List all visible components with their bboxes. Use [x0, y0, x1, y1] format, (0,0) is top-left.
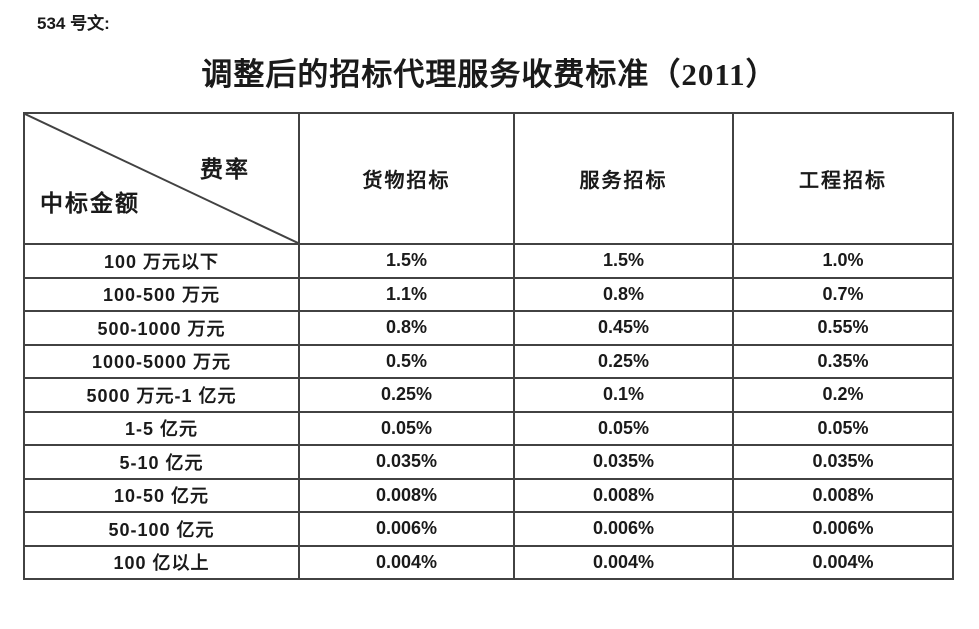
corner-header-cell: 费率 中标金额	[23, 112, 300, 245]
service-rate: 0.006%	[513, 511, 734, 547]
service-rate: 0.45%	[513, 310, 734, 346]
table-row: 100 万元以下 1.5% 1.5% 1.0%	[23, 243, 954, 279]
amount-label: 1000-5000 万元	[23, 343, 300, 379]
amount-label: 100 万元以下	[23, 243, 300, 279]
amount-label: 5-10 亿元	[23, 444, 300, 480]
goods-rate: 1.1%	[298, 276, 515, 312]
table-row: 10-50 亿元 0.008% 0.008% 0.008%	[23, 477, 954, 513]
fee-rate-table: 费率 中标金额 货物招标 服务招标 工程招标 100 万元以下 1.5% 1.5…	[23, 112, 954, 580]
service-rate: 0.004%	[513, 544, 734, 580]
column-header-engineering-bidding: 工程招标	[732, 112, 954, 245]
table-row: 1-5 亿元 0.05% 0.05% 0.05%	[23, 410, 954, 446]
goods-rate: 0.8%	[298, 310, 515, 346]
column-header-service-bidding: 服务招标	[513, 112, 734, 245]
goods-rate: 0.004%	[298, 544, 515, 580]
engineering-rate: 0.008%	[732, 477, 954, 513]
table-row: 5000 万元-1 亿元 0.25% 0.1% 0.2%	[23, 377, 954, 413]
engineering-rate: 0.2%	[732, 377, 954, 413]
diagonal-divider-line	[26, 115, 297, 242]
goods-rate: 0.25%	[298, 377, 515, 413]
engineering-rate: 0.05%	[732, 410, 954, 446]
document-ref-number: 534 号文:	[37, 14, 110, 33]
table-row: 500-1000 万元 0.8% 0.45% 0.55%	[23, 310, 954, 346]
engineering-rate: 1.0%	[732, 243, 954, 279]
service-rate: 0.035%	[513, 444, 734, 480]
amount-label: 100-500 万元	[23, 276, 300, 312]
engineering-rate: 0.35%	[732, 343, 954, 379]
corner-label-bid-amount: 中标金额	[40, 191, 140, 216]
amount-label: 10-50 亿元	[23, 477, 300, 513]
amount-label: 100 亿以上	[23, 544, 300, 580]
table-row: 100 亿以上 0.004% 0.004% 0.004%	[23, 544, 954, 580]
table-header-row: 费率 中标金额 货物招标 服务招标 工程招标	[23, 112, 954, 245]
amount-label: 1-5 亿元	[23, 410, 300, 446]
engineering-rate: 0.006%	[732, 511, 954, 547]
engineering-rate: 0.55%	[732, 310, 954, 346]
engineering-rate: 0.004%	[732, 544, 954, 580]
goods-rate: 0.006%	[298, 511, 515, 547]
table-row: 50-100 亿元 0.006% 0.006% 0.006%	[23, 511, 954, 547]
service-rate: 0.1%	[513, 377, 734, 413]
goods-rate: 0.035%	[298, 444, 515, 480]
engineering-rate: 0.7%	[732, 276, 954, 312]
service-rate: 0.008%	[513, 477, 734, 513]
service-rate: 1.5%	[513, 243, 734, 279]
corner-label-rate: 费率	[200, 157, 250, 182]
table-row: 1000-5000 万元 0.5% 0.25% 0.35%	[23, 343, 954, 379]
page-title: 调整后的招标代理服务收费标准（2011）	[201, 57, 778, 92]
goods-rate: 0.05%	[298, 410, 515, 446]
service-rate: 0.05%	[513, 410, 734, 446]
table-row: 5-10 亿元 0.035% 0.035% 0.035%	[23, 444, 954, 480]
service-rate: 0.8%	[513, 276, 734, 312]
goods-rate: 0.008%	[298, 477, 515, 513]
table-row: 100-500 万元 1.1% 0.8% 0.7%	[23, 276, 954, 312]
engineering-rate: 0.035%	[732, 444, 954, 480]
amount-label: 5000 万元-1 亿元	[23, 377, 300, 413]
service-rate: 0.25%	[513, 343, 734, 379]
goods-rate: 1.5%	[298, 243, 515, 279]
goods-rate: 0.5%	[298, 343, 515, 379]
column-header-goods-bidding: 货物招标	[298, 112, 515, 245]
amount-label: 500-1000 万元	[23, 310, 300, 346]
amount-label: 50-100 亿元	[23, 511, 300, 547]
